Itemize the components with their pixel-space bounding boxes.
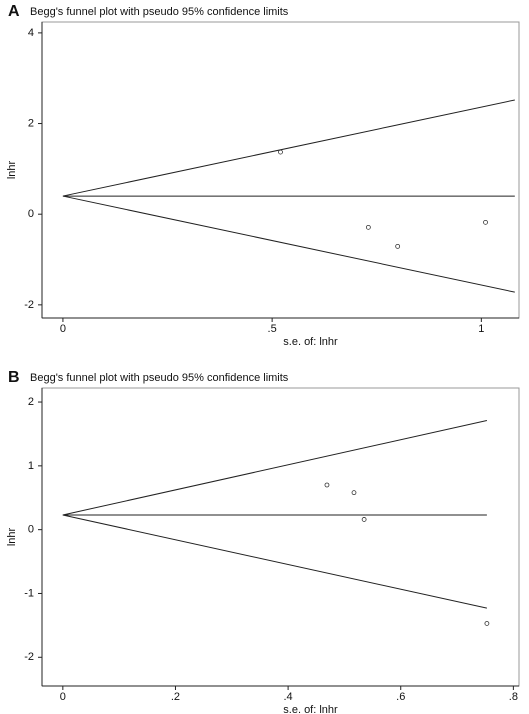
chart-title: Begg's funnel plot with pseudo 95% confi… <box>30 372 289 384</box>
study-point <box>278 149 283 155</box>
study-point <box>483 219 488 225</box>
funnel-line <box>62 99 515 197</box>
study-point <box>324 482 330 488</box>
x-tick-label: .5 <box>268 323 277 335</box>
study-point <box>365 224 371 230</box>
chart-title: Begg's funnel plot with pseudo 95% confi… <box>30 6 289 18</box>
y-axis-label: lnhr <box>6 527 18 546</box>
y-tick-label: 2 <box>28 396 34 408</box>
panel-label: A <box>8 3 20 20</box>
y-tick-label: -1 <box>24 587 34 599</box>
y-axis-label: lnhr <box>6 160 18 179</box>
study-point <box>395 243 401 249</box>
funnel-line <box>62 420 488 516</box>
x-axis-label: s.e. of: lnhr <box>283 704 338 714</box>
x-tick-label: .4 <box>284 691 293 703</box>
x-tick-label: .6 <box>396 691 405 703</box>
plot-frame <box>41 387 520 687</box>
x-tick-label: 0 <box>60 691 66 703</box>
funnel-line <box>62 514 488 609</box>
study-point <box>484 621 490 626</box>
funnel-line <box>62 195 515 293</box>
study-point <box>361 517 367 522</box>
x-tick-label: 0 <box>60 323 66 335</box>
y-tick-label: 2 <box>28 117 34 129</box>
y-tick-label: -2 <box>24 299 34 311</box>
x-tick-label: .8 <box>509 691 518 703</box>
panel-label: B <box>8 369 20 386</box>
y-tick-label: 1 <box>28 460 34 472</box>
y-tick-label: 0 <box>28 208 34 220</box>
plot-frame <box>41 21 520 319</box>
study-point <box>351 490 357 496</box>
y-tick-label: -2 <box>24 651 34 663</box>
x-axis-label: s.e. of: lnhr <box>283 336 338 348</box>
y-tick-label: 4 <box>28 27 34 39</box>
y-tick-label: 0 <box>28 524 34 536</box>
x-tick-label: 1 <box>478 323 484 335</box>
x-tick-label: .2 <box>171 691 180 703</box>
